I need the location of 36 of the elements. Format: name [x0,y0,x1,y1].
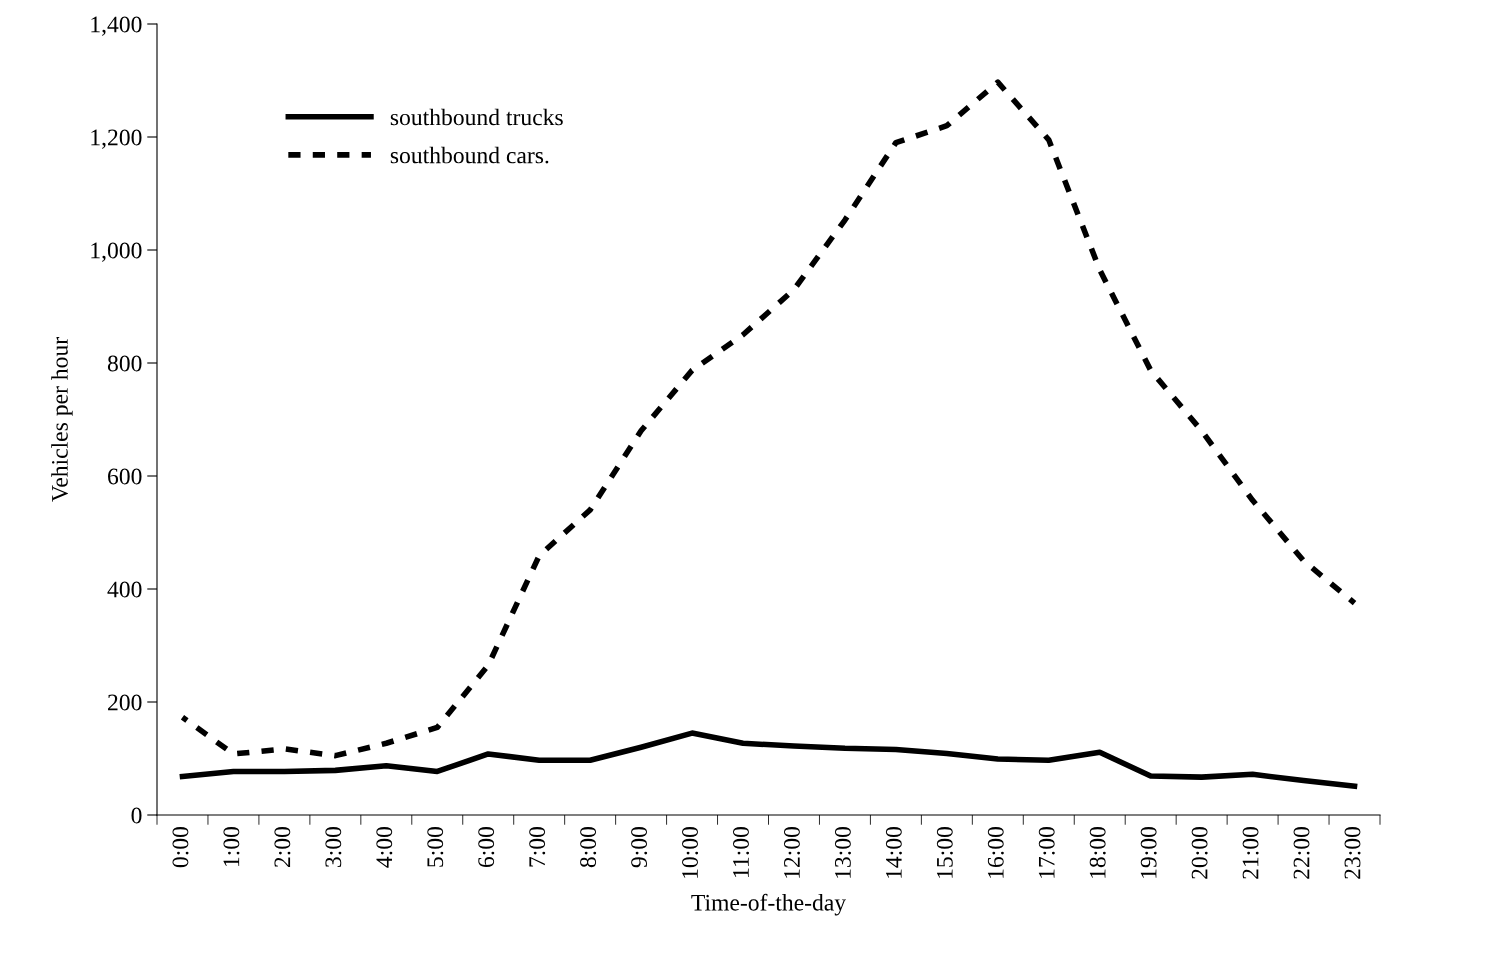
x-tick-label: 23:00 [1344,827,1361,879]
x-tick-label: 19:00 [1140,827,1157,878]
legend-label: southbound trucks [390,108,563,126]
x-tick-label: 17:00 [1038,827,1055,878]
x-tick-label: 22:00 [1293,827,1310,879]
legend-label: southbound cars. [390,146,549,164]
x-tick-label: 13:00 [834,827,851,878]
y-tick-label: 800 [107,355,142,372]
x-tick-label: 10:00 [682,827,699,878]
x-tick-label: 15:00 [936,827,953,878]
x-tick-label: 7:00 [529,827,546,867]
x-tick-label: 14:00 [885,827,902,878]
x-tick-label: 2:00 [274,827,291,868]
x-tick-label: 11:00 [733,827,750,877]
y-tick-label: 200 [108,694,142,711]
y-axis-title: Vehicles per hour [51,337,73,502]
y-tick-label: 0 [131,807,142,824]
x-tick-label: 1:00 [223,827,240,867]
y-tick-label: 400 [107,581,142,598]
x-tick-label: 18:00 [1089,827,1106,878]
y-tick-label: 1,200 [91,129,142,149]
x-tick-label: 16:00 [987,827,1004,878]
x-tick-label: 21:00 [1242,827,1259,879]
x-tick-label: 4:00 [376,827,393,868]
x-tick-label: 9:00 [631,827,648,868]
x-tick-label: 0:00 [172,827,189,868]
x-axis-title: Time-of-the-day [691,893,847,916]
x-tick-label: 6:00 [478,827,495,868]
y-tick-label: 600 [108,468,142,485]
x-tick-label: 3:00 [325,827,342,867]
x-tick-label: 20:00 [1191,827,1208,879]
y-tick-label: 1,000 [91,242,142,262]
y-tick-label: 1,400 [91,16,142,36]
x-tick-label: 12:00 [783,827,800,878]
x-tick-label: 8:00 [580,827,597,868]
x-tick-label: 5:00 [427,827,444,867]
